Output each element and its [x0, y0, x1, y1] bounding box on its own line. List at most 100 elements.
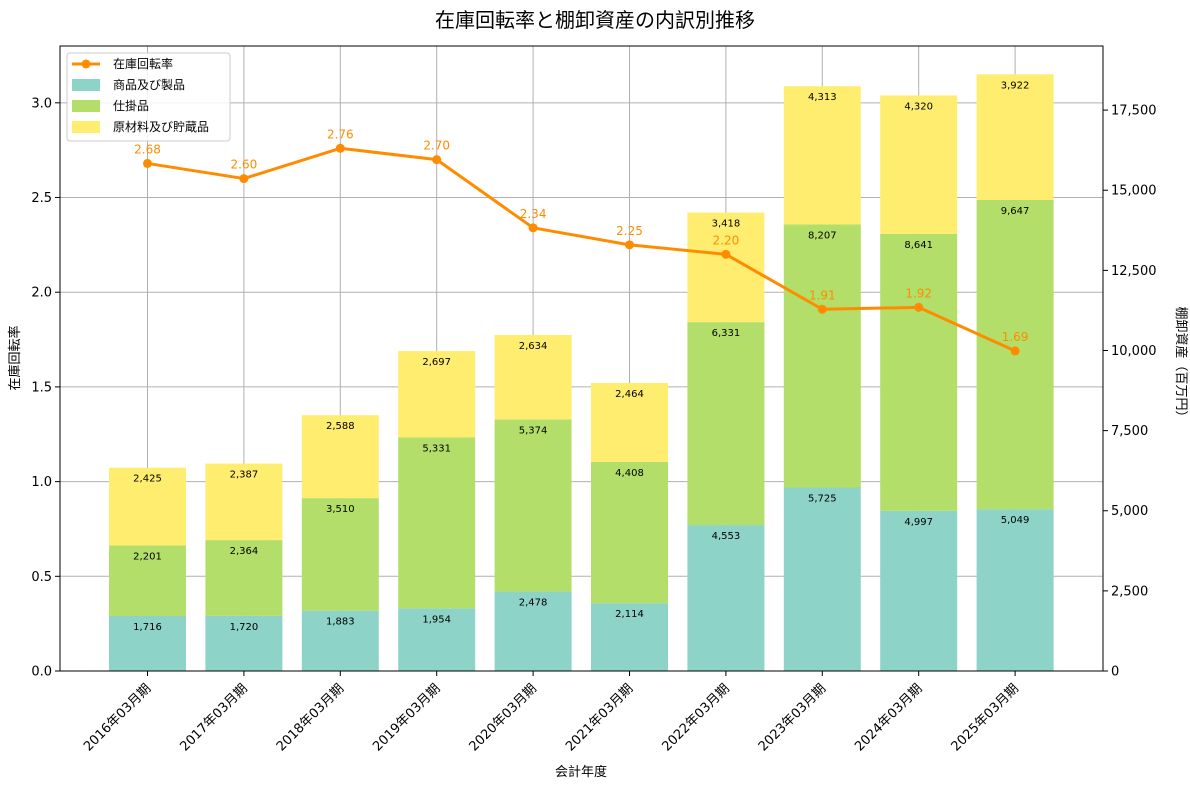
y-tick-left: 3.0: [31, 96, 52, 111]
x-tick: 2021年03月期: [563, 681, 636, 754]
y-tick-right: 10,000: [1111, 344, 1157, 359]
bar-3: [109, 467, 186, 546]
bars: [109, 74, 1054, 671]
line-point: [1010, 346, 1020, 356]
y-tick-right: 7,500: [1111, 424, 1148, 439]
line-value-label: 1.92: [905, 286, 932, 300]
bar-2: [494, 419, 572, 592]
line-point: [335, 143, 345, 153]
y-tick-left: 2.0: [31, 286, 52, 301]
bar-value-label: 4,320: [904, 101, 933, 112]
line-point: [625, 240, 634, 250]
bar-value-label: 6,331: [712, 328, 741, 339]
y-tick-left: 0.5: [31, 570, 52, 585]
plot-frame: [59, 45, 1104, 672]
y-axis-left-label: 在庫回転率: [7, 325, 23, 390]
line-point: [239, 174, 249, 184]
bar-value-label: 2,425: [133, 474, 162, 485]
y-tick-right: 5,000: [1111, 504, 1148, 519]
bar-value-label: 4,997: [904, 517, 933, 528]
bar-3: [976, 74, 1054, 200]
bar-1: [783, 487, 861, 671]
bar-2: [687, 322, 765, 526]
x-tick: 2019年03月期: [370, 681, 443, 754]
legend-swatch: [72, 100, 100, 112]
bar-value-label: 8,207: [808, 230, 837, 241]
line-point: [143, 158, 152, 168]
bar-3: [205, 463, 283, 541]
bar-1: [205, 615, 283, 671]
line-point: [914, 302, 924, 312]
bar-value-label: 3,418: [712, 219, 741, 230]
y-tick-right: 17,500: [1111, 104, 1157, 119]
legend-swatch: [72, 79, 100, 91]
line-point: [432, 155, 442, 165]
bar-value-label: 1,954: [422, 614, 451, 625]
line-value-label: 2.25: [616, 224, 643, 238]
legend-swatch: [72, 121, 100, 133]
line-point: [721, 249, 731, 259]
line-value-label: 2.60: [231, 158, 258, 172]
line-value-label: 1.69: [1002, 330, 1029, 344]
bar-3: [301, 415, 379, 499]
line-value-label: 2.68: [134, 142, 161, 156]
bar-3: [880, 95, 958, 234]
legend-label: 原材料及び貯蔵品: [113, 120, 209, 134]
bar-1: [494, 591, 572, 671]
line-value-label: 2.20: [713, 233, 740, 247]
bar-value-label: 5,331: [422, 444, 451, 455]
bar-3: [398, 351, 476, 438]
bar-value-label: 2,464: [615, 389, 644, 400]
y-tick-left: 2.5: [31, 191, 52, 206]
x-tick: 2020年03月期: [467, 681, 540, 754]
y-tick-right: 12,500: [1111, 264, 1157, 279]
bar-value-label: 2,114: [615, 609, 644, 620]
bar-value-label: 2,364: [230, 546, 259, 557]
bar-value-label: 1,883: [326, 617, 355, 628]
y-tick-left: 0.0: [31, 665, 52, 680]
bar-2: [109, 545, 186, 616]
y-axis-right-label: 棚卸資産（百万円）: [1173, 306, 1189, 423]
x-axis-label: 会計年度: [555, 764, 607, 780]
bar-value-label: 4,408: [615, 468, 644, 479]
y-tick-right: 0: [1111, 665, 1119, 680]
legend-line-marker: [81, 59, 91, 69]
bar-value-label: 2,634: [519, 341, 548, 352]
y-tick-right: 15,000: [1111, 184, 1157, 199]
bar-value-label: 2,588: [326, 421, 355, 432]
bar-3: [494, 334, 572, 420]
x-tick: 2025年03月期: [949, 681, 1022, 754]
bar-labels: 1,716 1,720 1,883 1,954 2,478 2,114 4,553 5,725…: [133, 80, 1029, 633]
x-tick: 2024年03月期: [852, 681, 925, 754]
y-tick-right: 2,500: [1111, 584, 1148, 599]
bar-value-label: 3,922: [1001, 80, 1030, 91]
x-tick: 2023年03月期: [756, 681, 829, 754]
bar-2: [880, 233, 958, 511]
bar-value-label: 2,387: [230, 470, 259, 481]
bar-1: [687, 525, 765, 671]
bar-value-label: 2,697: [422, 357, 451, 368]
bar-value-label: 5,374: [519, 425, 548, 436]
bar-value-label: 1,716: [133, 622, 162, 633]
bar-3: [591, 382, 668, 462]
bar-1: [976, 509, 1054, 671]
line-point: [817, 304, 827, 314]
line-series: 2.68 2.60 2.76 2.70 2.34 2.25 2.20 1.91 1.92 1.69: [134, 127, 1029, 356]
legend-label: 在庫回転率: [113, 56, 173, 71]
bar-2: [591, 461, 668, 604]
line-point: [528, 223, 538, 233]
bar-2: [398, 437, 476, 609]
bar-2: [205, 540, 283, 616]
bar-1: [301, 610, 379, 671]
line-value-label: 1.91: [809, 288, 836, 302]
x-tick: 2022年03月期: [659, 681, 732, 754]
bar-1: [398, 608, 476, 671]
x-tick: 2017年03月期: [177, 681, 250, 754]
bar-value-label: 1,720: [230, 622, 259, 633]
bar-value-label: 9,647: [1001, 206, 1030, 217]
line-value-label: 2.34: [520, 207, 547, 221]
line-path: [147, 146, 1016, 353]
x-tick: 2016年03月期: [81, 681, 154, 754]
y-tick-left: 1.0: [31, 475, 52, 490]
